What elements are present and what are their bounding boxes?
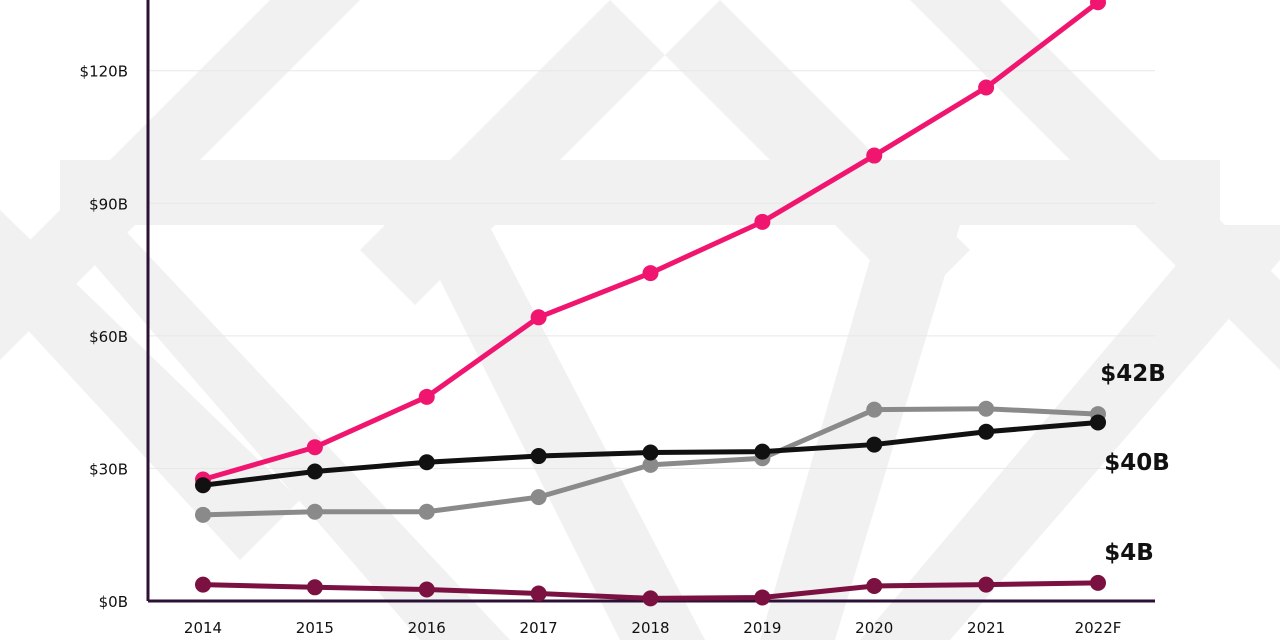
data-point-pink — [306, 439, 323, 456]
data-point-pink — [530, 309, 547, 326]
x-tick-label: 2015 — [296, 619, 334, 637]
data-point-black — [195, 477, 211, 494]
data-point-black — [306, 463, 323, 480]
data-point-maroon — [530, 585, 547, 602]
series-pink — [195, 0, 1106, 488]
watermark-shape — [380, 160, 705, 640]
x-tick-label: 2022F — [1075, 619, 1122, 637]
watermark-shape — [360, 0, 665, 305]
labels: $0B $30B $60B $90B $120B 2014 2015 2016 2017 2018… — [80, 63, 1170, 637]
data-point-pink — [754, 213, 771, 230]
data-point-black — [642, 444, 659, 461]
data-point-black — [978, 423, 995, 440]
data-point-maroon — [195, 576, 211, 593]
x-tick-label: 2016 — [408, 619, 446, 637]
data-point-black — [1090, 414, 1106, 431]
y-tick-label: $60B — [89, 328, 128, 346]
data-point-maroon — [866, 577, 883, 594]
data-point-pink — [978, 79, 995, 96]
data-point-maroon — [642, 590, 659, 607]
data-point-pink — [1090, 0, 1106, 11]
x-tick-label: 2017 — [520, 619, 558, 637]
data-point-gray — [306, 503, 323, 520]
data-point-black — [530, 448, 547, 465]
end-label-maroon: $4B — [1104, 540, 1154, 566]
data-point-pink — [418, 388, 435, 405]
data-point-black — [866, 436, 883, 453]
y-tick-label: $0B — [99, 593, 128, 611]
data-point-pink — [866, 147, 883, 164]
x-tick-label: 2014 — [184, 619, 222, 637]
data-point-black — [418, 454, 435, 471]
end-label-gray: $42B — [1100, 361, 1166, 387]
data-point-pink — [642, 265, 659, 282]
x-tick-label: 2021 — [967, 619, 1005, 637]
data-point-maroon — [978, 576, 995, 593]
series-black — [195, 414, 1106, 494]
data-point-maroon — [754, 589, 771, 606]
data-point-black — [754, 443, 771, 460]
data-point-maroon — [418, 581, 435, 598]
x-tick-label: 2018 — [631, 619, 669, 637]
watermark-shape — [760, 225, 960, 640]
data-point-gray — [530, 489, 547, 506]
end-label-black: $40B — [1104, 450, 1170, 476]
data-point-gray — [642, 456, 659, 473]
y-tick-label: $90B — [89, 195, 128, 213]
watermark-shape — [60, 225, 510, 640]
data-point-maroon — [1090, 574, 1106, 591]
watermark-shape — [860, 225, 1280, 640]
x-tick-label: 2019 — [743, 619, 781, 637]
data-point-gray — [866, 401, 883, 418]
data-point-gray — [195, 506, 211, 523]
series-lines — [195, 0, 1106, 607]
series-maroon — [195, 574, 1106, 607]
y-tick-label: $120B — [80, 63, 128, 81]
data-point-maroon — [306, 579, 323, 596]
watermark-shape — [60, 160, 1220, 225]
data-point-gray — [418, 503, 435, 520]
y-tick-label: $30B — [89, 460, 128, 478]
data-point-gray — [978, 400, 995, 417]
x-tick-label: 2020 — [855, 619, 893, 637]
